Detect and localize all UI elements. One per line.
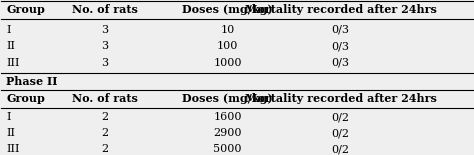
Text: II: II bbox=[6, 128, 15, 138]
Text: 3: 3 bbox=[101, 58, 109, 68]
Text: 0/2: 0/2 bbox=[332, 112, 350, 122]
Text: 3: 3 bbox=[101, 25, 109, 35]
Text: 2: 2 bbox=[101, 112, 109, 122]
Text: II: II bbox=[6, 41, 15, 51]
Text: III: III bbox=[6, 58, 19, 68]
Text: 0/3: 0/3 bbox=[332, 41, 350, 51]
Text: 0/2: 0/2 bbox=[332, 128, 350, 138]
Text: III: III bbox=[6, 144, 19, 154]
Text: I: I bbox=[6, 25, 10, 35]
Text: Doses (mg/kg): Doses (mg/kg) bbox=[182, 4, 273, 16]
Text: I: I bbox=[6, 112, 10, 122]
Text: Mortality recorded after 24hrs: Mortality recorded after 24hrs bbox=[245, 93, 437, 104]
Text: 0/3: 0/3 bbox=[332, 58, 350, 68]
Text: 0/3: 0/3 bbox=[332, 25, 350, 35]
Text: No. of rats: No. of rats bbox=[72, 4, 138, 16]
Text: Mortality recorded after 24hrs: Mortality recorded after 24hrs bbox=[245, 4, 437, 16]
Text: Group: Group bbox=[6, 4, 45, 16]
Text: 3: 3 bbox=[101, 41, 109, 51]
Text: 1600: 1600 bbox=[213, 112, 242, 122]
Text: 5000: 5000 bbox=[213, 144, 242, 154]
Text: No. of rats: No. of rats bbox=[72, 93, 138, 104]
Text: 1000: 1000 bbox=[213, 58, 242, 68]
Text: 10: 10 bbox=[220, 25, 235, 35]
Text: 0/2: 0/2 bbox=[332, 144, 350, 154]
Text: Phase II: Phase II bbox=[6, 76, 58, 87]
Text: 2900: 2900 bbox=[213, 128, 242, 138]
Text: 2: 2 bbox=[101, 144, 109, 154]
Text: 2: 2 bbox=[101, 128, 109, 138]
Text: Group: Group bbox=[6, 93, 45, 104]
Text: 100: 100 bbox=[217, 41, 238, 51]
Text: Doses (mg/kg): Doses (mg/kg) bbox=[182, 93, 273, 104]
